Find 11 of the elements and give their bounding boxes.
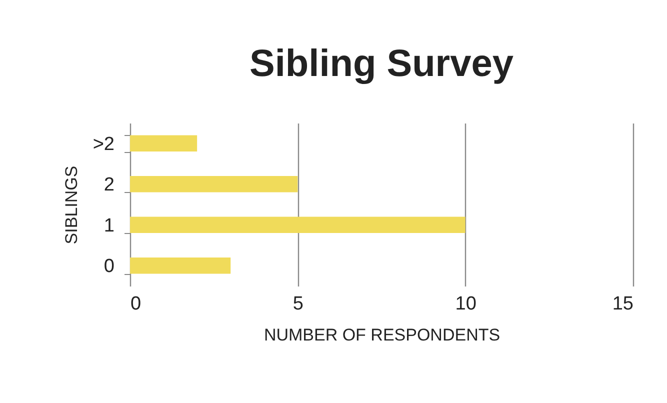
x-tick-label: 15 [612,294,634,314]
x-tick-label: 5 [292,294,304,314]
y-axis-title: SIBLINGS [62,166,81,244]
y-tick-label: >2 [92,134,114,155]
chart-title: Sibling Survey [250,43,514,85]
y-tick-label: 2 [104,174,114,196]
y-tick-label: 1 [104,215,114,236]
x-tick-label: 10 [455,294,476,314]
x-axis-title: NUMBER OF RESPONDENTS [264,326,500,344]
y-tick-label: 0 [104,256,114,278]
x-tick-label: 0 [130,294,142,314]
